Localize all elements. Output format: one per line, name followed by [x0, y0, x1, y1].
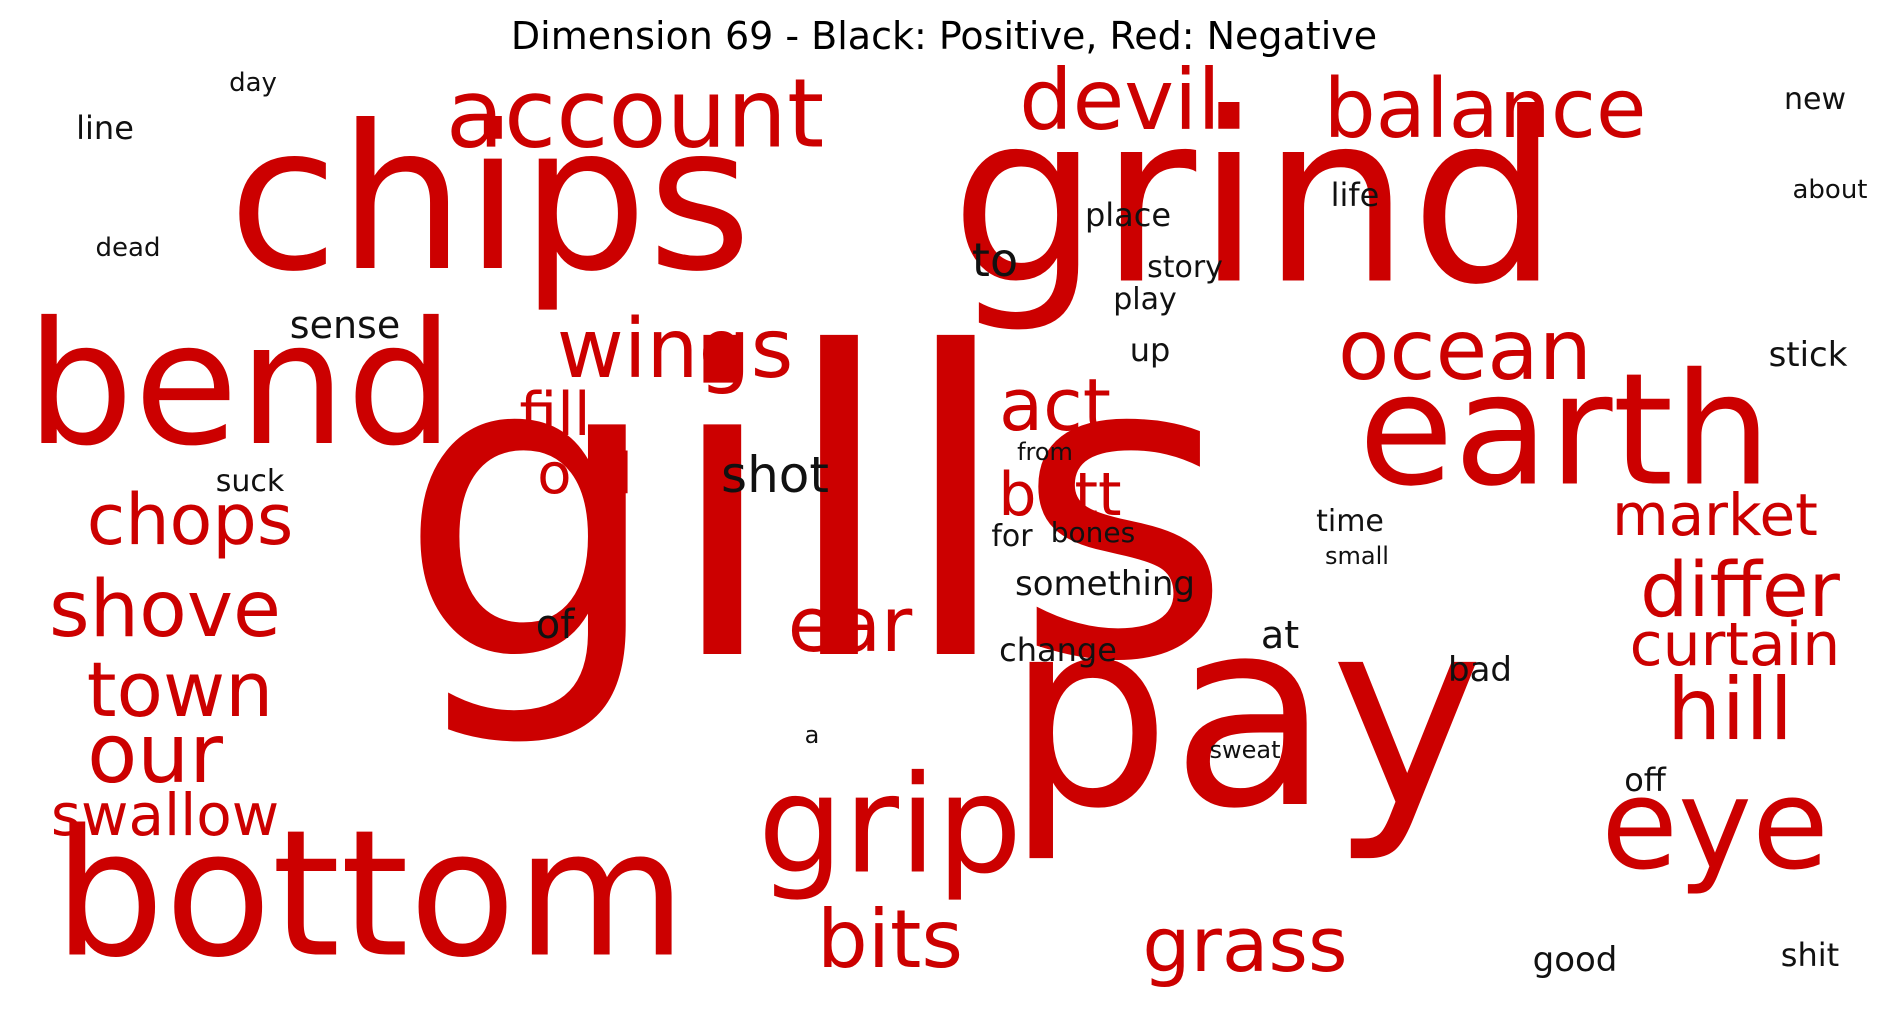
- word-sweat: sweat: [1209, 736, 1281, 764]
- word-up: up: [1129, 331, 1171, 369]
- word-fill: fill: [519, 380, 591, 450]
- word-dead: dead: [95, 233, 161, 263]
- word-stick: stick: [1768, 335, 1848, 375]
- word-shot: shot: [721, 446, 829, 504]
- word-market: market: [1612, 481, 1818, 549]
- word-a: a: [804, 721, 820, 749]
- word-place: place: [1084, 196, 1172, 234]
- word-bend: bend: [25, 286, 455, 484]
- word-bad: bad: [1448, 650, 1512, 690]
- word-ocean: ocean: [1338, 301, 1592, 399]
- word-our: our: [87, 707, 223, 802]
- word-chips: chips: [228, 83, 752, 316]
- word-butt: butt: [998, 460, 1122, 530]
- word-town: town: [86, 645, 274, 734]
- word-differ: differ: [1640, 545, 1840, 634]
- word-devil: devil: [1019, 51, 1221, 149]
- word-act: act: [999, 363, 1111, 447]
- word-gills: gills: [397, 265, 1233, 754]
- word-ear: ear: [787, 580, 913, 669]
- word-grind: grind: [950, 63, 1560, 337]
- word-story: story: [1147, 250, 1223, 285]
- word-about: about: [1792, 175, 1868, 205]
- word-account: account: [445, 59, 825, 170]
- word-owl: owl: [537, 442, 633, 507]
- word-hill: hill: [1666, 660, 1794, 760]
- word-new: new: [1783, 82, 1847, 117]
- word-good: good: [1532, 940, 1618, 980]
- word-to: to: [971, 233, 1019, 287]
- word-something: something: [1014, 564, 1196, 604]
- word-eye: eye: [1601, 752, 1829, 898]
- word-sense: sense: [289, 303, 401, 347]
- word-of: of: [535, 602, 575, 648]
- word-play: play: [1113, 282, 1177, 317]
- word-balance: balance: [1323, 62, 1647, 157]
- word-off: off: [1624, 761, 1666, 799]
- word-for: for: [991, 519, 1033, 554]
- word-change: change: [999, 631, 1117, 669]
- word-suck: suck: [215, 464, 285, 499]
- word-bones: bones: [1050, 516, 1136, 549]
- word-at: at: [1260, 613, 1300, 657]
- word-small: small: [1325, 542, 1389, 570]
- word-day: day: [229, 68, 277, 98]
- word-bits: bits: [816, 893, 964, 986]
- word-time: time: [1316, 504, 1384, 539]
- word-curtain: curtain: [1629, 610, 1841, 680]
- word-line: line: [76, 109, 134, 147]
- word-swallow: swallow: [50, 781, 280, 849]
- word-pay: pay: [1005, 564, 1485, 866]
- word-wings: wings: [556, 302, 794, 397]
- word-chops: chops: [86, 479, 294, 561]
- word-from: from: [1017, 438, 1073, 466]
- word-life: life: [1330, 176, 1380, 214]
- word-shove: shove: [49, 565, 281, 655]
- word-grass: grass: [1142, 900, 1348, 989]
- page-title: Dimension 69 - Black: Positive, Red: Neg…: [510, 14, 1378, 58]
- word-grip: grip: [757, 746, 1023, 904]
- word-earth: earth: [1358, 339, 1772, 521]
- word-shit: shit: [1780, 936, 1840, 974]
- word-bottom: bottom: [53, 793, 687, 997]
